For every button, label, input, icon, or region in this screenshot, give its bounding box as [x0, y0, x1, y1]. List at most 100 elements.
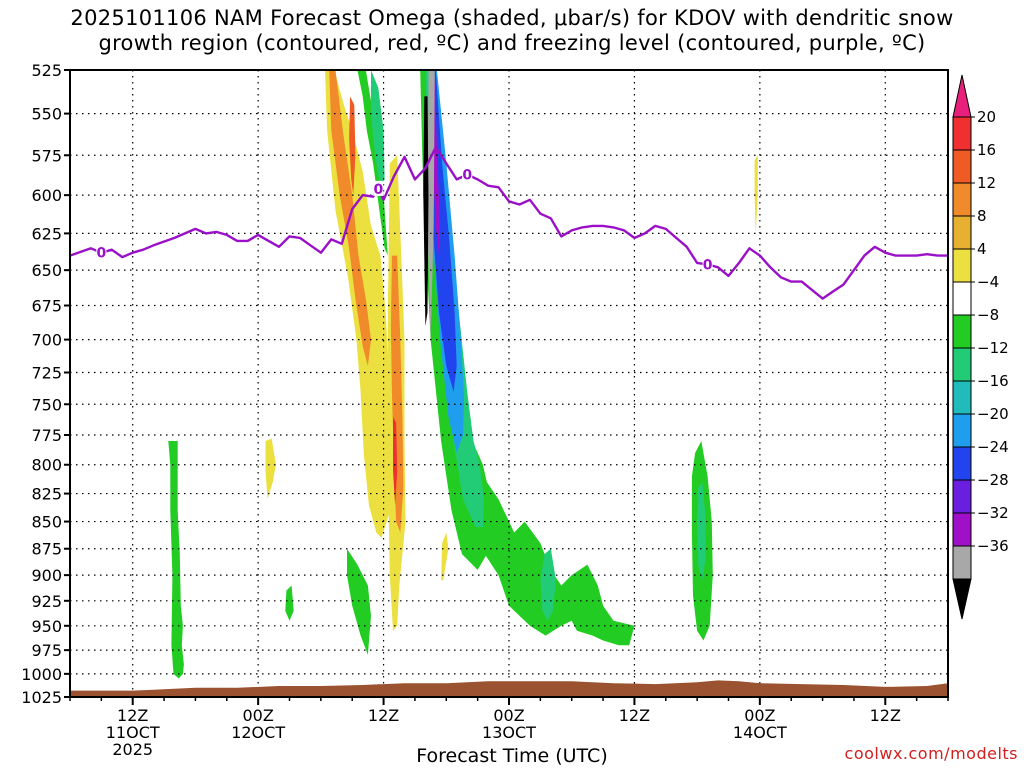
x-tick-label: 00Z	[744, 706, 775, 725]
freezing-level-contour: 0 0 0 0	[70, 145, 948, 300]
colorbar-label: 20	[977, 108, 996, 126]
omega-region-green-small-22	[285, 585, 294, 621]
x-tick-label: 12Z	[870, 706, 901, 725]
colorbar-swatch	[952, 281, 972, 316]
y-tick-label: 525	[31, 61, 62, 80]
omega-region-red-right	[393, 416, 398, 505]
colorbar-swatch	[952, 446, 972, 481]
x-tick-label: 12Z	[117, 706, 148, 725]
x-tick-year: 2025	[112, 740, 153, 759]
y-tick-label: 750	[31, 395, 62, 414]
chart-title-line-1: 2025101106 NAM Forecast Omega (shaded, μ…	[70, 6, 954, 30]
contour-label-bg	[462, 166, 473, 182]
colorbar-label: −24	[977, 438, 1009, 456]
y-tick-label: 825	[31, 485, 62, 504]
colorbar-label: 8	[977, 207, 987, 225]
chart-title: 2025101106 NAM Forecast Omega (shaded, μ…	[0, 6, 1024, 56]
x-tick-date: 12OCT	[231, 723, 285, 742]
colorbar-swatch	[952, 545, 972, 580]
x-tick-label: 00Z	[242, 706, 273, 725]
colorbar-label: 16	[977, 141, 996, 159]
colorbar-label: −8	[977, 306, 999, 324]
omega-colorbar: 20 16 12 8 4 −4 −8 −12 −16 −20 −24 −28 −32 −36	[952, 74, 1009, 620]
contour-label-bg	[373, 180, 384, 196]
y-tick-label: 725	[31, 363, 62, 382]
y-tick-label: 550	[31, 105, 62, 124]
colorbar-swatch	[952, 314, 972, 349]
freezing-level-line	[70, 145, 948, 300]
omega-region-green-left-tower	[357, 70, 388, 256]
omega-region-yellow-small-18	[265, 438, 276, 500]
colorbar-bottom-arrow	[952, 578, 972, 620]
colorbar-swatch	[952, 380, 972, 415]
y-tick-label: 875	[31, 540, 62, 559]
y-tick-label: 850	[31, 513, 62, 532]
colorbar-label: 12	[977, 174, 996, 192]
colorbar-swatch	[952, 347, 972, 382]
colorbar-label: −4	[977, 273, 999, 291]
omega-region-teal-right	[697, 482, 706, 581]
omega-region-yellow-small-35	[441, 532, 449, 581]
colorbar-swatch	[952, 116, 972, 151]
colorbar-label: −28	[977, 471, 1009, 489]
omega-region-green-near-30	[347, 548, 371, 655]
colorbar-label: −20	[977, 405, 1009, 423]
y-tick-label: 1025	[21, 688, 62, 707]
y-tick-label: 900	[31, 566, 62, 585]
omega-region-teal-left	[371, 70, 385, 188]
x-axis-title: Forecast Time (UTC)	[416, 745, 608, 767]
y-tick-label: 800	[31, 456, 62, 475]
y-tick-label: 600	[31, 186, 62, 205]
freezing-level-label: 0	[703, 257, 713, 273]
colorbar-swatch	[952, 248, 972, 283]
colorbar-swatch	[952, 149, 972, 184]
colorbar-swatch	[952, 479, 972, 514]
y-tick-label: 650	[31, 261, 62, 280]
freezing-level-label: 0	[462, 168, 472, 184]
omega-region-teal-center	[540, 548, 556, 621]
x-tick-label: 00Z	[493, 706, 524, 725]
colorbar-swatch	[952, 512, 972, 547]
y-tick-label: 675	[31, 297, 62, 316]
colorbar-swatch	[952, 413, 972, 448]
y-tick-label: 700	[31, 331, 62, 350]
y-tick-label: 775	[31, 426, 62, 445]
colorbar-label: −36	[977, 537, 1009, 555]
colorbar-swatch	[952, 182, 972, 217]
colorbar-label: 4	[977, 240, 987, 258]
y-tick-label: 950	[31, 617, 62, 636]
omega-region-gray-tower	[427, 70, 435, 340]
freezing-level-label: 0	[373, 182, 383, 198]
colorbar-label: −32	[977, 504, 1009, 522]
colorbar-label: −12	[977, 339, 1009, 357]
omega-region-black-core	[423, 96, 429, 327]
x-tick-date: 13OCT	[482, 723, 536, 742]
omega-region-green-col-1	[168, 441, 184, 679]
y-tick-label: 925	[31, 592, 62, 611]
colorbar-swatch	[952, 215, 972, 250]
x-tick-label: 12Z	[368, 706, 399, 725]
colorbar-label: −16	[977, 372, 1009, 390]
colorbar-top-arrow	[952, 74, 972, 118]
surface-ground-fill	[70, 680, 948, 697]
source-credit: coolwx.com/modelts	[844, 744, 1018, 763]
omega-region-darkorange-left	[349, 96, 356, 196]
omega-shading	[168, 70, 758, 679]
chart-title-line-2: growth region (contoured, red, ºC) and f…	[98, 31, 926, 55]
y-tick-label: 575	[31, 146, 62, 165]
contour-label-bg	[96, 244, 107, 260]
x-tick-date: 11OCT	[106, 723, 160, 742]
freezing-level-label: 0	[96, 246, 106, 262]
y-tick-label: 625	[31, 224, 62, 243]
y-tick-label: 1000	[21, 665, 62, 684]
omega-region-green-center	[446, 404, 635, 646]
x-tick-label: 12Z	[619, 706, 650, 725]
omega-region-yellow-small-66	[754, 155, 758, 234]
surface-pressure-area	[70, 680, 948, 697]
x-tick-date: 14OCT	[733, 723, 787, 742]
y-axis: 525 550 575 600 625 650 675 700 725 750 775 800 825 8…	[21, 61, 70, 707]
contour-label-bg	[702, 256, 713, 272]
y-tick-label: 975	[31, 641, 62, 660]
